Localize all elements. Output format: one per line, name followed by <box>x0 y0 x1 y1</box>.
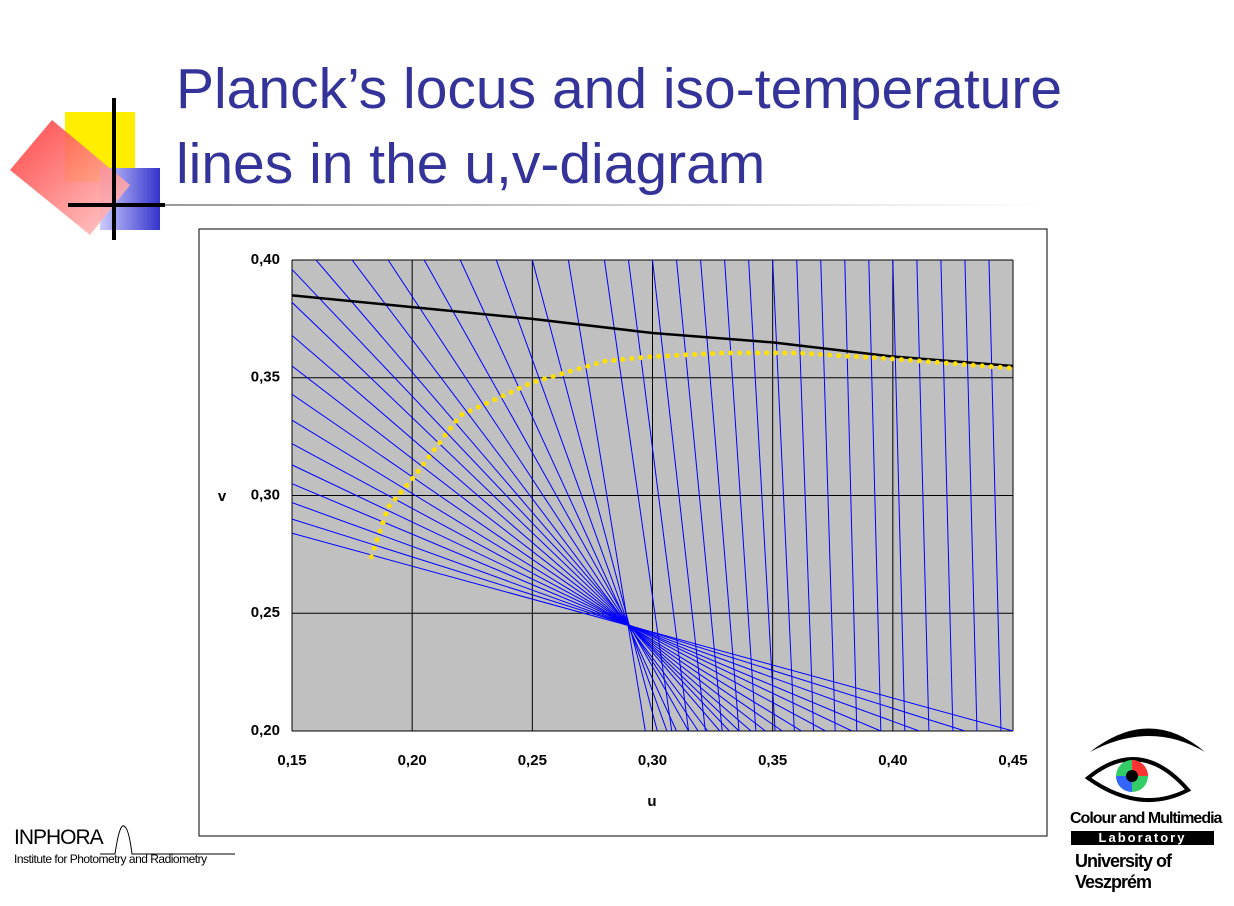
lab-line1: Colour and Multimedia <box>1070 810 1222 827</box>
iso-temperature-line <box>916 260 930 731</box>
y-tick-label: 0,30 <box>251 486 280 503</box>
logo-wave <box>100 825 235 855</box>
y-axis-label: v <box>218 488 227 505</box>
iso-temperature-line <box>796 260 815 731</box>
iso-temperature-line <box>292 269 730 731</box>
y-tick-label: 0,25 <box>251 604 280 621</box>
logo-brow <box>1090 728 1205 752</box>
iso-temperature-line <box>627 260 690 731</box>
iso-temperature-line <box>292 365 766 731</box>
y-tick-label: 0,40 <box>251 251 280 268</box>
x-tick-label: 0,40 <box>878 752 907 769</box>
x-axis-label: u <box>647 793 656 810</box>
iso-temperature-line <box>459 260 677 731</box>
logo-pupil <box>1126 770 1138 782</box>
iso-temperature-line <box>820 260 836 731</box>
iso-temperature-line <box>387 260 699 731</box>
plot-content <box>292 260 1013 731</box>
iso-temperature-line <box>292 334 752 731</box>
slide-title: Planck’s locus and iso-temperature lines… <box>176 57 1063 196</box>
iso-temperature-line <box>292 393 783 731</box>
iso-temperature-line <box>772 260 795 731</box>
y-tick-label: 0,35 <box>251 369 280 386</box>
iso-temperature-line <box>292 302 740 731</box>
x-tick-label: 0,45 <box>998 752 1027 769</box>
iso-temperature-line <box>748 260 776 731</box>
iso-temperature-line <box>892 260 906 731</box>
x-tick-label: 0,15 <box>277 752 306 769</box>
iso-temperature-line <box>940 260 954 731</box>
iso-temperature-line <box>844 260 858 731</box>
iso-temperature-line <box>292 443 826 731</box>
iso-temperature-line <box>676 260 723 731</box>
x-tick-label: 0,30 <box>638 752 667 769</box>
iso-temperature-line <box>315 260 721 731</box>
lab-line3: University of Veszprém <box>1075 851 1172 892</box>
iso-temperature-line <box>988 260 1002 731</box>
iso-temperature-line <box>292 502 920 731</box>
inphora-subtitle: Institute for Photometry and Radiometry <box>14 852 207 866</box>
x-tick-label: 0,20 <box>398 752 427 769</box>
iso-temperature-line <box>423 260 689 731</box>
y-tick-label: 0,20 <box>251 722 280 739</box>
x-tick-label: 0,35 <box>758 752 787 769</box>
x-tick-label: 0,25 <box>518 752 547 769</box>
lab-line2: Laboratory <box>1098 830 1187 845</box>
logo-bar <box>1071 831 1214 845</box>
iso-temperature-line <box>351 260 709 731</box>
iso-temperature-line <box>567 260 646 731</box>
iso-temperature-line <box>603 260 673 731</box>
iso-temperature-line <box>495 260 668 731</box>
iso-temperature-line <box>292 419 802 731</box>
iso-temperature-line <box>868 260 882 731</box>
inphora-name: INPHORA <box>14 826 104 849</box>
iso-temperature-line <box>531 260 658 731</box>
iso-temperature-line <box>964 260 978 731</box>
iso-temperature-line <box>652 260 706 731</box>
iso-temperature-line <box>292 464 853 731</box>
title-rule <box>165 204 1045 206</box>
series-line <box>368 350 1013 560</box>
iso-temperature-line <box>292 483 882 731</box>
